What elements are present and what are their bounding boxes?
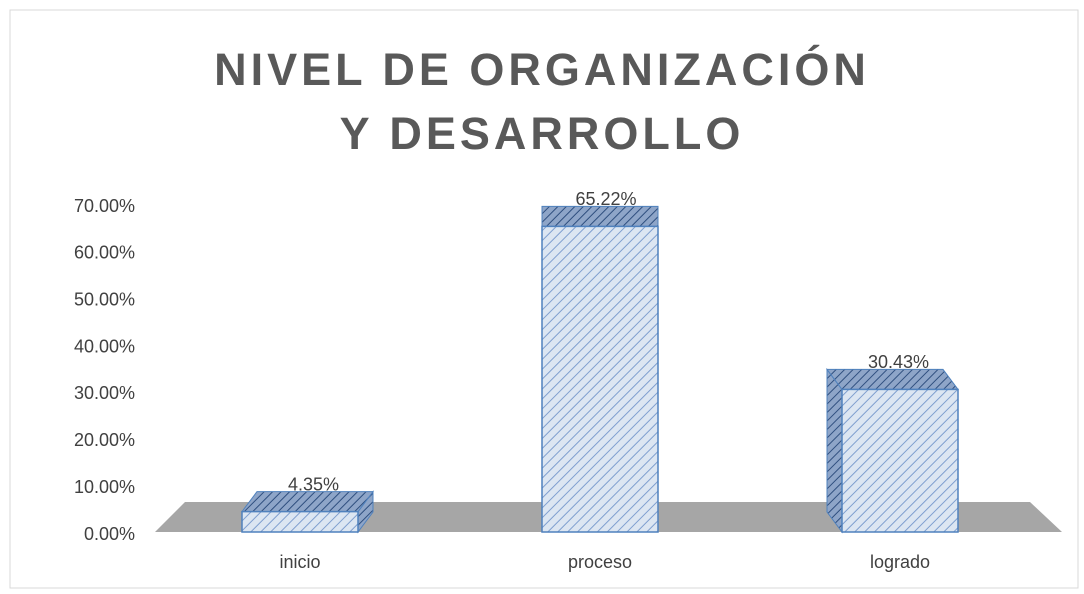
y-tick-label: 40.00% xyxy=(74,336,135,356)
bar xyxy=(826,367,959,534)
bar-front xyxy=(841,388,959,533)
bar-front xyxy=(541,225,659,533)
data-label: 4.35% xyxy=(288,474,339,494)
bar xyxy=(541,205,659,533)
bar-side xyxy=(826,367,843,534)
bar-front xyxy=(241,510,359,533)
bar-top xyxy=(541,205,659,227)
data-label: 65.22% xyxy=(575,189,636,209)
x-tick-label: proceso xyxy=(568,552,632,572)
x-tick-label: inicio xyxy=(279,552,320,572)
x-tick-label: logrado xyxy=(870,552,930,572)
y-tick-label: 10.00% xyxy=(74,477,135,497)
y-tick-label: 70.00% xyxy=(74,196,135,216)
y-tick-label: 50.00% xyxy=(74,289,135,309)
y-tick-label: 20.00% xyxy=(74,430,135,450)
chart-title: NIVEL DE ORGANIZACIÓN Y DESARROLLO xyxy=(214,44,870,159)
y-tick-label: 60.00% xyxy=(74,243,135,263)
y-tick-label: 30.00% xyxy=(74,383,135,403)
data-label: 30.43% xyxy=(868,352,929,372)
bar-top xyxy=(826,368,959,390)
bar xyxy=(241,490,374,534)
bar-top xyxy=(241,491,374,513)
chart-border xyxy=(9,9,1079,589)
y-tick-label: 0.00% xyxy=(84,524,135,544)
